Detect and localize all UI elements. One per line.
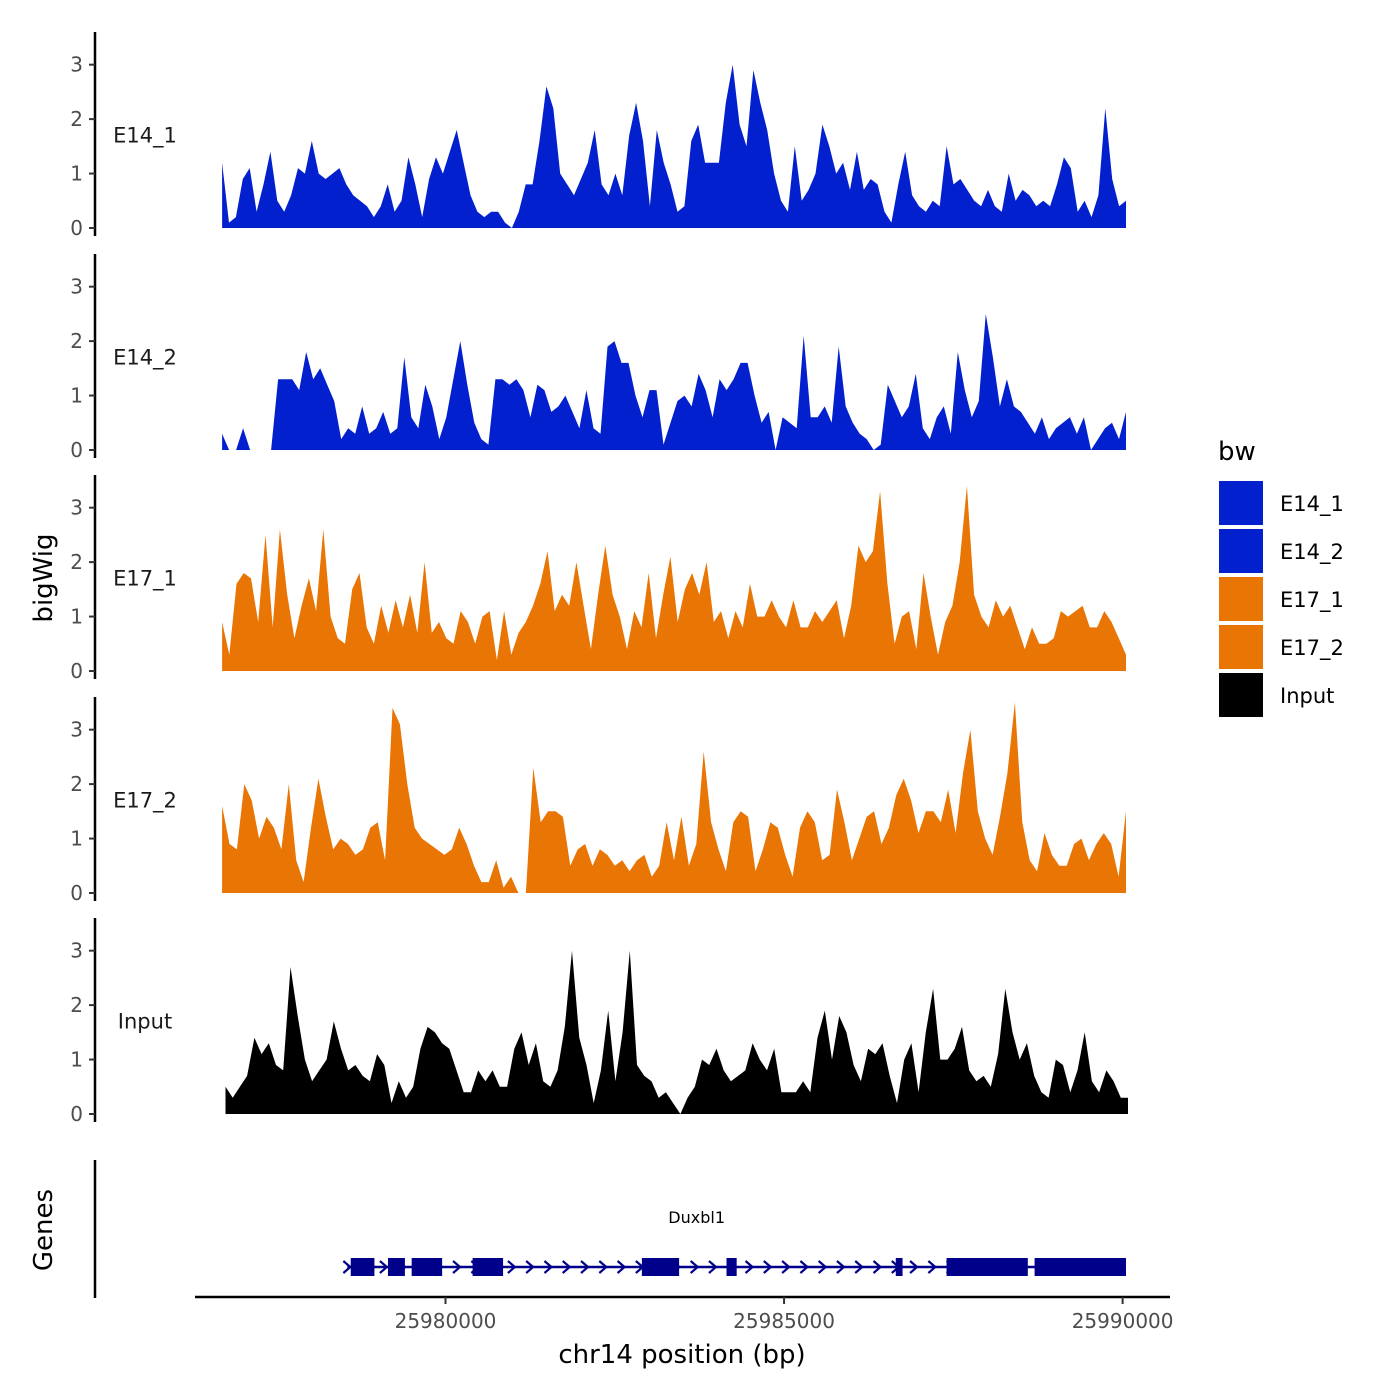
genes-axis-title: Genes <box>29 1189 59 1271</box>
gene-exon <box>1034 1258 1126 1276</box>
strand-arrow <box>525 1260 535 1274</box>
track-e17_1: 0 1 2 3 E17_1 <box>70 475 1127 683</box>
strand-arrow <box>854 1260 864 1274</box>
area-series-e17_1 <box>222 485 1127 671</box>
gene-exon <box>641 1258 680 1276</box>
strand-arrow <box>616 1260 627 1274</box>
y-tick-label: 3 <box>70 496 83 520</box>
strand-arrow <box>543 1260 554 1274</box>
legend-swatch-e17_1 <box>1219 577 1263 621</box>
strand-arrow <box>598 1260 608 1274</box>
strand-arrow <box>872 1260 883 1274</box>
strand-arrow <box>342 1260 353 1274</box>
track-e17_2: 0 1 2 3 E17_2 <box>70 697 1127 905</box>
legend-label-e14_1: E14_1 <box>1280 492 1344 517</box>
legend-label-e17_1: E17_1 <box>1280 588 1344 613</box>
strand-arrow <box>507 1260 517 1274</box>
strand-arrow <box>452 1260 462 1274</box>
x-tick-label: 25980000 <box>395 1309 497 1333</box>
y-tick-label: 3 <box>70 275 83 299</box>
area-series-e14_2 <box>222 313 1127 450</box>
strand-arrow <box>562 1260 572 1274</box>
strand-arrow <box>763 1260 773 1274</box>
bigwig-tracks: 0 1 2 3 E14_1 0 1 2 3 E14_2 0 1 2 3 E17_1 0 1 2 3 E17_2 0 1 2 3… <box>70 32 1128 1126</box>
y-tick-label: 1 <box>70 1048 83 1072</box>
track-label: E17_1 <box>113 566 177 591</box>
strand-arrow <box>744 1260 755 1274</box>
strand-arrow <box>836 1260 846 1274</box>
strand-arrow <box>689 1260 700 1274</box>
y-tick-label: 0 <box>70 438 83 462</box>
gene-exon <box>895 1258 903 1276</box>
x-axis: 25980000 25985000 25990000 <box>195 1295 1174 1333</box>
strand-arrow <box>781 1260 791 1274</box>
y-tick-label: 0 <box>70 216 83 240</box>
track-label: Input <box>118 1009 172 1033</box>
strand-arrow <box>580 1260 590 1274</box>
y-tick-label: 1 <box>70 384 83 408</box>
track-input: 0 1 2 3 Input <box>70 918 1128 1126</box>
y-tick-label: 2 <box>70 550 83 574</box>
track-label: E14_2 <box>113 345 177 370</box>
y-tick-label: 0 <box>70 881 83 905</box>
track-e14_1: 0 1 2 3 E14_1 <box>70 32 1127 240</box>
strand-arrow <box>927 1260 938 1274</box>
gene-exon <box>726 1258 737 1276</box>
y-tick-label: 1 <box>70 605 83 629</box>
y-tick-label: 3 <box>70 718 83 742</box>
y-tick-label: 0 <box>70 659 83 683</box>
gene-exon <box>946 1258 1028 1276</box>
legend: bw E14_1 E14_2 E17_1 E17_2 Input <box>1218 437 1344 717</box>
y-tick-label: 2 <box>70 772 83 796</box>
legend-label-e14_2: E14_2 <box>1280 540 1344 565</box>
strand-arrow <box>708 1260 718 1274</box>
legend-label-e17_2: E17_2 <box>1280 636 1344 661</box>
legend-label-input: Input <box>1280 684 1334 708</box>
x-tick-label: 25990000 <box>1072 1309 1174 1333</box>
legend-swatch-e14_2 <box>1219 529 1263 573</box>
area-series-input <box>225 950 1128 1114</box>
x-tick-label: 25985000 <box>733 1309 835 1333</box>
y-tick-label: 3 <box>70 53 83 77</box>
y-tick-label: 1 <box>70 827 83 851</box>
y-tick-label: 3 <box>70 939 83 963</box>
track-label: E14_1 <box>113 123 177 148</box>
strand-arrow <box>817 1260 828 1274</box>
y-tick-label: 2 <box>70 993 83 1017</box>
area-series-e14_1 <box>222 64 1127 228</box>
strand-arrow <box>909 1260 919 1274</box>
strand-arrow <box>799 1260 810 1274</box>
legend-swatch-input <box>1219 673 1263 717</box>
track-e14_2: 0 1 2 3 E14_2 <box>70 254 1127 462</box>
track-label: E17_2 <box>113 788 177 813</box>
y-tick-label: 2 <box>70 107 83 131</box>
legend-swatch-e17_2 <box>1219 625 1263 669</box>
x-axis-title: chr14 position (bp) <box>558 1340 805 1370</box>
y-tick-label: 0 <box>70 1102 83 1126</box>
gene-exon <box>411 1258 443 1276</box>
gene-track: Duxbl1 <box>93 1160 1126 1298</box>
y-axis-title: bigWig <box>29 533 59 622</box>
gene-label: Duxbl1 <box>668 1208 725 1227</box>
y-tick-label: 1 <box>70 162 83 186</box>
legend-swatch-e14_1 <box>1219 481 1263 525</box>
y-tick-label: 2 <box>70 329 83 353</box>
legend-title: bw <box>1218 437 1256 467</box>
strand-arrow <box>379 1260 389 1274</box>
area-series-e17_2 <box>222 702 1127 893</box>
gene-exon <box>387 1258 405 1276</box>
gene-exon <box>472 1258 504 1276</box>
gene-exon <box>350 1258 375 1276</box>
